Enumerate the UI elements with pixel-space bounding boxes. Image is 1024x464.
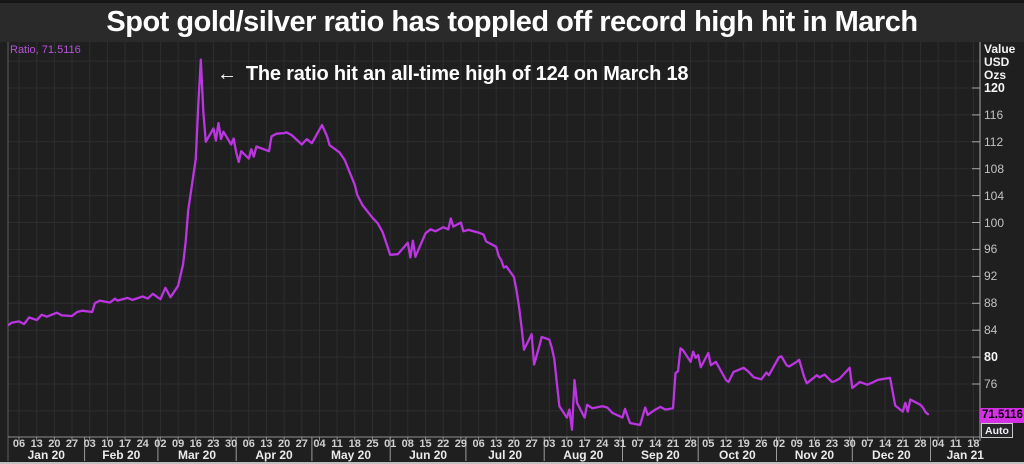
x-day-label: 13 [260, 438, 273, 450]
x-day-label: 21 [896, 438, 909, 450]
x-day-label: 06 [472, 438, 485, 450]
x-month-label: Jul 20 [488, 448, 523, 462]
y-tick-label: 112 [984, 135, 1004, 149]
window-top-edge [0, 0, 1024, 3]
x-day-label: 21 [666, 438, 680, 450]
y-tick-label: 92 [984, 269, 998, 283]
x-day-label: 16 [808, 438, 821, 450]
auto-scale-button[interactable]: Auto [981, 423, 1013, 438]
x-day-label: 23 [207, 438, 220, 450]
y-tick-label: 120 [984, 81, 1005, 95]
x-month-label: Feb 20 [102, 448, 141, 462]
y-tick-label: 80 [984, 350, 998, 364]
annotation-text: The ratio hit an all-time high of 124 on… [245, 63, 689, 85]
x-day-label: 30 [224, 438, 238, 450]
x-day-label: 15 [419, 438, 432, 450]
ratio-line-series [7, 58, 930, 431]
x-day-label: 10 [101, 438, 114, 450]
x-day-label: 23 [825, 438, 839, 450]
x-day-label: 10 [560, 438, 574, 450]
y-axis-title: Value USD Ozs [984, 43, 1015, 82]
x-day-label: 31 [613, 438, 627, 450]
x-day-label: 02 [154, 438, 167, 450]
x-day-label: 14 [878, 438, 892, 450]
x-day-label: 06 [12, 438, 26, 450]
x-month-label: Jun 20 [409, 448, 448, 462]
x-day-label: 19 [737, 438, 750, 450]
x-day-label: 11 [949, 438, 962, 450]
x-day-label: 05 [702, 438, 715, 450]
series-legend: Ratio, 71.5116 [10, 44, 81, 56]
window-bottom-edge [0, 462, 1024, 464]
x-month-label: May 20 [330, 448, 372, 462]
x-day-label: 27 [525, 438, 538, 450]
x-day-label: 24 [136, 438, 149, 450]
x-day-label: 07 [631, 438, 644, 450]
x-day-label: 13 [30, 438, 43, 450]
y-tick-label: 84 [984, 323, 998, 337]
left-arrow-icon: ← [217, 63, 237, 85]
x-day-label: 27 [65, 438, 79, 450]
x-day-label: 12 [719, 438, 733, 450]
x-day-label: 17 [578, 438, 591, 450]
x-day-label: 13 [490, 438, 503, 450]
y-tick-label: 96 [984, 242, 998, 256]
x-day-label: 01 [384, 438, 397, 450]
y-axis-title-line: Ozs [984, 68, 1007, 82]
annotation: ← The ratio hit an all-time high of 124 o… [217, 63, 689, 86]
x-day-label: 09 [171, 438, 185, 450]
y-tick-label: 76 [984, 377, 998, 391]
x-month-label: Oct 20 [719, 448, 756, 462]
x-day-label: 22 [437, 438, 450, 450]
x-month-label: Jan 21 [946, 448, 984, 462]
x-month-label: Apr 20 [255, 448, 293, 462]
x-day-label: 14 [649, 438, 662, 450]
x-day-label: 28 [684, 438, 697, 450]
x-month-label: Aug 20 [563, 448, 604, 462]
y-tick-label: 116 [984, 108, 1004, 122]
x-month-label: Dec 20 [872, 448, 911, 462]
y-tick-label: 100 [984, 216, 1005, 230]
x-day-label: 03 [543, 438, 556, 450]
x-day-label: 24 [596, 438, 609, 450]
x-month-label: Jan 20 [27, 448, 65, 462]
x-day-label: 25 [366, 438, 379, 450]
y-tick-label: 104 [984, 189, 1005, 203]
x-day-label: 04 [931, 438, 945, 450]
chart-title: Spot gold/silver ratio has toppled off r… [0, 3, 1024, 42]
x-day-label: 30 [843, 438, 856, 450]
x-day-label: 07 [861, 438, 874, 450]
x-day-label: 27 [295, 438, 308, 450]
x-day-label: 08 [401, 438, 414, 450]
x-day-label: 04 [313, 438, 326, 450]
x-day-label: 06 [242, 438, 255, 450]
x-day-label: 02 [772, 438, 786, 450]
y-axis-title-line: Value [984, 42, 1016, 56]
x-day-label: 20 [48, 438, 61, 450]
x-day-label: 20 [277, 438, 291, 450]
x-day-label: 11 [331, 438, 343, 450]
x-day-label: 16 [189, 438, 202, 450]
x-day-label: 17 [118, 438, 132, 450]
x-month-label: Sep 20 [641, 448, 680, 462]
x-day-label: 03 [83, 438, 96, 450]
y-tick-label: 88 [984, 296, 998, 310]
x-day-label: 18 [348, 438, 361, 450]
x-day-label: 26 [755, 438, 768, 450]
x-day-label: 09 [790, 438, 803, 450]
x-day-label: 28 [914, 438, 927, 450]
x-day-label: 29 [454, 438, 468, 450]
y-tick-label: 108 [984, 162, 1005, 176]
x-day-label: 20 [507, 438, 521, 450]
x-month-label: Nov 20 [794, 448, 835, 462]
x-month-label: Mar 20 [177, 448, 217, 462]
last-price-tag: 71.5116 [980, 408, 1024, 423]
x-day-label: 18 [967, 438, 980, 450]
y-axis-title-line: USD [984, 55, 1010, 69]
